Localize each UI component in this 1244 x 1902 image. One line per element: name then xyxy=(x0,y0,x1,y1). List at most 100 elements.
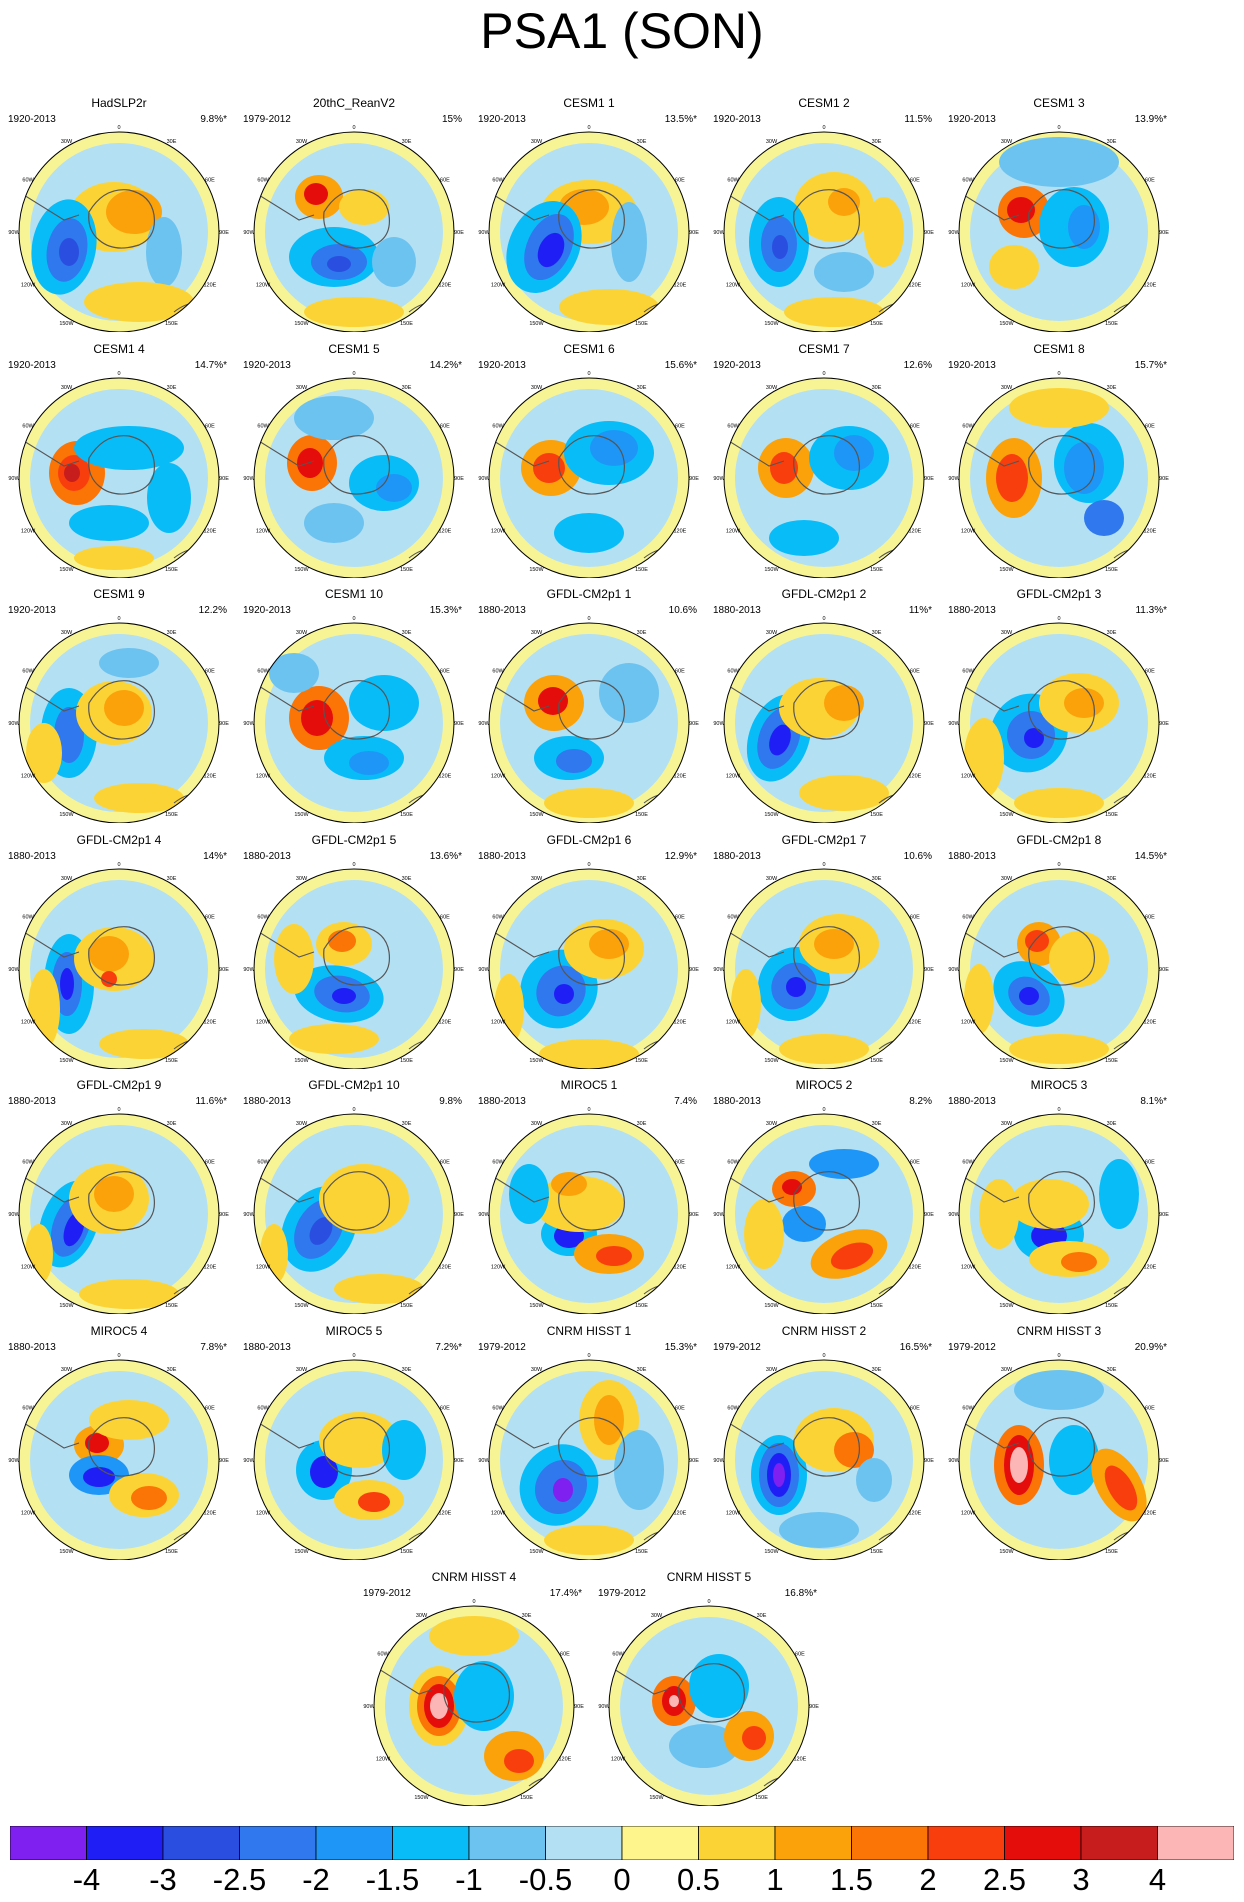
longitude-label: 0 xyxy=(822,125,825,131)
map-panel: 030W60W90W120W150W180150E120E90E60E30ECN… xyxy=(360,1570,588,1806)
colorbar-swatch xyxy=(9,1825,87,1861)
longitude-label: 150W xyxy=(999,1549,1014,1555)
antarctica-coastline xyxy=(323,1417,391,1477)
longitude-label: 120E xyxy=(439,774,452,780)
anomaly-contour xyxy=(84,282,194,322)
longitude-label: 0 xyxy=(587,1107,590,1113)
panel-title: MIROC5 4 xyxy=(90,1324,148,1338)
polar-map: 030W60W90W120W150W180150E120E90E60E30E xyxy=(478,125,699,332)
longitude-label: 150E xyxy=(400,1549,413,1555)
polar-map: 030W60W90W120W150W180150E120E90E60E30E xyxy=(478,371,699,578)
longitude-label: 120E xyxy=(439,529,452,535)
map-panel: 030W60W90W120W150W180150E120E90E60E30ECE… xyxy=(475,342,703,578)
anomaly-contour xyxy=(131,1486,167,1510)
figure-title: PSA1 (SON) xyxy=(480,3,764,59)
panel-variance-percent: 12.6% xyxy=(903,360,932,371)
longitude-label: 30W xyxy=(1001,1121,1013,1127)
longitude-label: 90W xyxy=(478,1458,490,1464)
longitude-label: 90W xyxy=(478,1212,490,1218)
antarctica-coastline xyxy=(88,1417,156,1477)
longitude-label: 120E xyxy=(674,529,687,535)
antarctica-coastline xyxy=(323,435,391,495)
longitude-label: 150E xyxy=(635,567,648,573)
anomaly-contour xyxy=(1009,1034,1109,1064)
longitude-label: 60W xyxy=(257,1406,269,1412)
polar-map: 030W60W90W120W150W180150E120E90E60E30E xyxy=(478,1353,699,1560)
anomaly-contour xyxy=(773,1463,785,1487)
panel-variance-percent: 7.2%* xyxy=(435,1342,462,1353)
longitude-label: 90W xyxy=(8,1212,20,1218)
longitude-label: 150E xyxy=(400,1303,413,1309)
panel-period: 1920-2013 xyxy=(948,360,996,371)
longitude-label: 60W xyxy=(257,424,269,430)
anomaly-contour xyxy=(101,971,117,987)
panel-variance-percent: 10.6% xyxy=(903,851,932,862)
longitude-label: 90W xyxy=(478,476,490,482)
anomaly-contour xyxy=(1061,1252,1097,1272)
anomaly-contour xyxy=(554,984,574,1004)
longitude-label: 60E xyxy=(675,915,685,921)
longitude-label: 90E xyxy=(924,1458,934,1464)
antarctica-coastline xyxy=(558,1171,626,1231)
longitude-label: 150W xyxy=(414,1795,429,1801)
map-panel: 030W60W90W120W150W180150E120E90E60E30EGF… xyxy=(945,833,1173,1069)
longitude-label: 150E xyxy=(520,1795,533,1801)
anomaly-contour xyxy=(770,452,798,484)
panel-title: CESM1 5 xyxy=(328,342,380,356)
longitude-label: 90E xyxy=(219,967,229,973)
longitude-label: 90W xyxy=(713,721,725,727)
longitude-label: 150W xyxy=(59,1549,74,1555)
longitude-label: 0 xyxy=(352,1107,355,1113)
colorbar-labels: -4 -3 -2.5 -2 -1.5 -1 -0.5 0 0.5 1 1.5 2 2.5 3 4 xyxy=(0,1862,1244,1898)
colorbar-tick-label: -2 xyxy=(302,1862,330,1897)
map-panel: 030W60W90W120W150W180150E120E90E60E30EGF… xyxy=(475,587,703,823)
anomaly-contour xyxy=(85,1433,109,1453)
polar-map: 030W60W90W120W150W180150E120E90E60E30E xyxy=(948,1353,1169,1560)
longitude-label: 150E xyxy=(870,321,883,327)
longitude-label: 60W xyxy=(492,1406,504,1412)
anomaly-contour xyxy=(509,1164,549,1224)
longitude-label: 0 xyxy=(587,616,590,622)
map-panel: 030W60W90W120W150W180150E120E90E60E30EGF… xyxy=(945,587,1173,823)
longitude-label: 30E xyxy=(1107,876,1117,882)
anomaly-contour xyxy=(1068,205,1100,249)
longitude-label: 150E xyxy=(165,1549,178,1555)
longitude-label: 90E xyxy=(1159,721,1169,727)
panel-variance-percent: 14.5%* xyxy=(1134,851,1167,862)
longitude-label: 150W xyxy=(529,567,544,573)
longitude-label: 60E xyxy=(1145,178,1155,184)
longitude-label: 90E xyxy=(924,721,934,727)
longitude-label: 30E xyxy=(402,1121,412,1127)
anomaly-contour xyxy=(669,1724,739,1768)
anomaly-contour xyxy=(269,653,319,693)
longitude-label: 90E xyxy=(219,721,229,727)
longitude-label: 60W xyxy=(22,424,34,430)
longitude-label: 60W xyxy=(962,1406,974,1412)
longitude-label: 90E xyxy=(689,476,699,482)
longitude-label: 60W xyxy=(962,669,974,675)
longitude-label: 120W xyxy=(961,1020,976,1026)
longitude-label: 150E xyxy=(1105,567,1118,573)
panel-variance-percent: 16.8%* xyxy=(784,1588,817,1599)
longitude-label: 120W xyxy=(21,1020,36,1026)
longitude-label: 60E xyxy=(205,424,215,430)
panel-variance-percent: 15.3%* xyxy=(429,605,462,616)
longitude-label: 120E xyxy=(909,774,922,780)
panel-period: 1920-2013 xyxy=(478,114,526,125)
longitude-label: 90W xyxy=(948,721,960,727)
map-panel: 030W60W90W120W150W180150E120E90E60E30EGF… xyxy=(5,833,233,1069)
polar-map: 030W60W90W120W150W180150E120E90E60E30E xyxy=(243,1353,464,1560)
polar-map: 030W60W90W120W150W180150E120E90E60E30E xyxy=(713,862,934,1069)
longitude-label: 120W xyxy=(726,1511,741,1517)
anomaly-contour xyxy=(814,929,854,959)
polar-map: 030W60W90W120W150W180150E120E90E60E30E xyxy=(8,1107,229,1314)
anomaly-contour xyxy=(1024,728,1044,748)
antarctica-coastline xyxy=(1028,1171,1096,1231)
anomaly-contour xyxy=(304,297,404,327)
longitude-label: 150W xyxy=(529,1303,544,1309)
panel-period: 1920-2013 xyxy=(713,360,761,371)
map-panel: 030W60W90W120W150W180150E120E90E60E30EGF… xyxy=(240,833,468,1069)
anomaly-contour xyxy=(297,448,323,478)
longitude-label: 120E xyxy=(204,283,217,289)
longitude-label: 60E xyxy=(1145,424,1155,430)
